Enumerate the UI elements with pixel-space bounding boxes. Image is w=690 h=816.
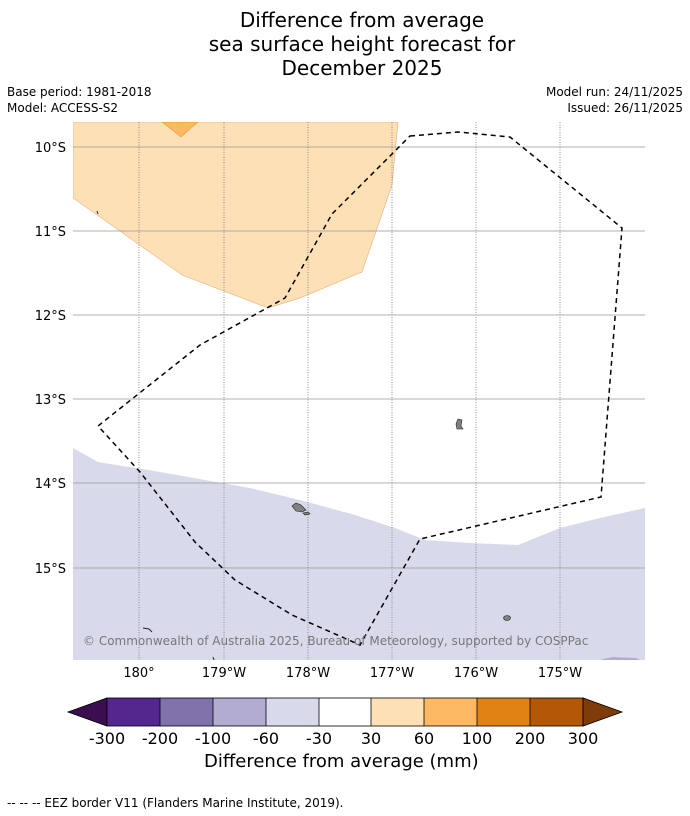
copyright-notice: © Commonwealth of Australia 2025, Bureau… xyxy=(83,634,588,648)
base-period: Base period: 1981-2018 xyxy=(7,85,152,99)
island-f xyxy=(96,210,99,215)
colorbar-label-200: 200 xyxy=(515,729,546,748)
colorbar-bin-7 xyxy=(424,698,477,726)
title-line-1: Difference from average xyxy=(239,8,485,32)
anomaly-region-neg30-neg60 xyxy=(73,448,645,660)
colorbar-bin-9 xyxy=(530,698,583,726)
chart-title: Difference from average sea surface heig… xyxy=(0,8,690,80)
colorbar-label-300: 300 xyxy=(568,729,599,748)
lat-label-10s: 10°S xyxy=(35,141,66,156)
anomaly-region-30-60 xyxy=(73,122,399,309)
colorbar-label-neg300: -300 xyxy=(89,729,125,748)
lon-labels: 180° 179°W 178°W 177°W 176°W 175°W xyxy=(123,666,582,681)
colorbar-label-neg30: -30 xyxy=(306,729,332,748)
colorbar-label-neg60: -60 xyxy=(253,729,279,748)
lon-gridlines xyxy=(138,122,561,660)
colorbar-dividers xyxy=(159,698,531,726)
island-g xyxy=(212,656,215,660)
colorbar-label-60: 60 xyxy=(414,729,434,748)
lat-labels: 10°S 11°S 12°S 13°S 14°S 15°S xyxy=(35,141,66,577)
meta-left: Base period: 1981-2018 Model: ACCESS-S2 xyxy=(7,84,152,116)
title-line-2: sea surface height forecast for xyxy=(208,32,516,56)
colorbar-bin-8 xyxy=(477,698,530,726)
colorbar-outline xyxy=(106,697,584,727)
colorbar-title: Difference from average (mm) xyxy=(204,751,479,772)
lat-label-14s: 14°S xyxy=(35,477,66,492)
lat-label-11s: 11°S xyxy=(35,225,66,240)
model-run: Model run: 24/11/2025 xyxy=(545,85,683,99)
lon-label-177w: 177°W xyxy=(370,666,414,681)
eez-footnote: -- -- -- EEZ border V11 (Flanders Marine… xyxy=(7,796,344,810)
map-plot-area xyxy=(73,122,645,660)
model-name: Model: ACCESS-S2 xyxy=(7,101,119,115)
lon-label-175w: 175°W xyxy=(538,666,582,681)
lon-label-178w: 178°W xyxy=(286,666,330,681)
colorbar-bin-1 xyxy=(107,698,160,726)
colorbar-bin-2 xyxy=(160,698,213,726)
colorbar-underflow-triangle xyxy=(66,697,108,727)
lon-label-180: 180° xyxy=(123,666,154,681)
island-c xyxy=(302,511,311,516)
colorbar-overflow-triangle xyxy=(582,697,624,727)
lon-label-179w: 179°W xyxy=(202,666,246,681)
lon-label-176w: 176°W xyxy=(454,666,498,681)
colorbar-bin-6 xyxy=(371,698,424,726)
island-a xyxy=(455,418,464,430)
lat-label-13s: 13°S xyxy=(35,393,66,408)
lat-gridlines xyxy=(73,146,645,569)
issued-date: Issued: 26/11/2025 xyxy=(567,101,683,115)
meta-right: Model run: 24/11/2025 Issued: 26/11/2025 xyxy=(546,84,683,116)
colorbar-bin-5 xyxy=(319,698,371,726)
colorbar-bin-3 xyxy=(213,698,266,726)
lat-label-12s: 12°S xyxy=(35,309,66,324)
anomaly-region-edge-patch xyxy=(600,657,640,660)
colorbar-label-neg100: -100 xyxy=(195,729,231,748)
island-b xyxy=(291,502,307,513)
colorbar-label-30: 30 xyxy=(361,729,381,748)
colorbar-label-neg200: -200 xyxy=(142,729,178,748)
anomaly-region-60-100 xyxy=(161,122,199,138)
colorbar-bin-4 xyxy=(266,698,319,726)
island-e xyxy=(142,627,153,633)
eez-border xyxy=(96,131,623,646)
lat-label-15s: 15°S xyxy=(35,562,66,577)
colorbar-label-100: 100 xyxy=(462,729,493,748)
title-line-3: December 2025 xyxy=(281,56,443,80)
island-d xyxy=(503,615,511,621)
colorbar-labels: -300 -200 -100 -60 -30 30 60 100 200 300 xyxy=(89,729,598,748)
